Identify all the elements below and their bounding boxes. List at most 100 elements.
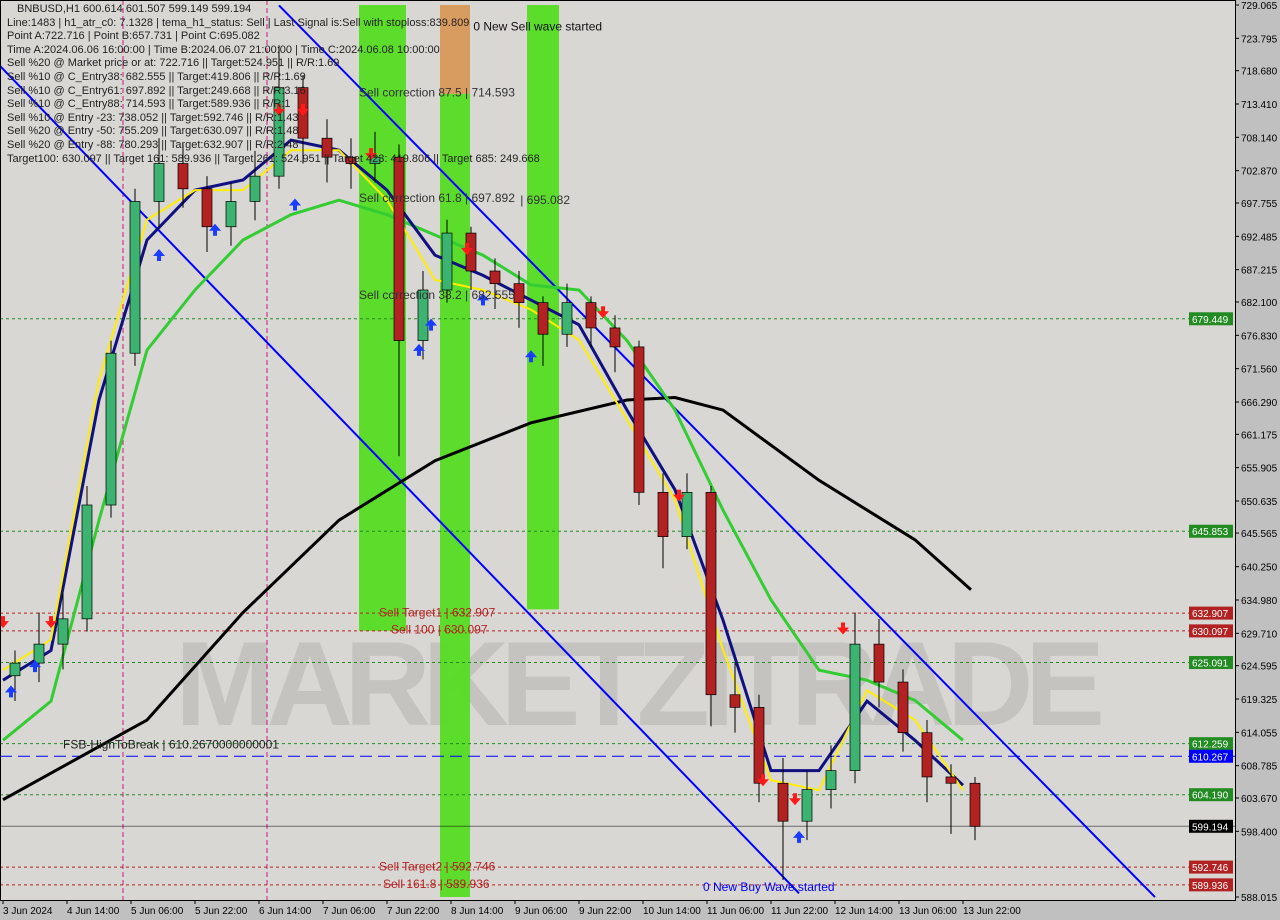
candle-body xyxy=(897,681,909,734)
price-tick-label: 634.980 xyxy=(1241,596,1278,607)
candle-body xyxy=(57,618,69,645)
chart-annotation: Sell correction 87.5 | 714.593 xyxy=(359,86,515,100)
candle-body xyxy=(921,732,933,778)
price-tick-label: 640.250 xyxy=(1241,563,1278,574)
candle-body xyxy=(729,694,741,708)
candle-body xyxy=(537,302,549,335)
plot-frame xyxy=(0,0,1236,901)
channel-trendline xyxy=(278,4,1156,898)
candle-body xyxy=(345,156,357,164)
price-tick-label: 645.565 xyxy=(1241,529,1278,540)
price-level-badge-label: 612.259 xyxy=(1192,740,1229,751)
price-tick-label: 629.710 xyxy=(1241,629,1278,640)
price-level-badge-label: 589.936 xyxy=(1192,881,1229,892)
chart-annotation: 0 New Buy Wave started xyxy=(703,880,835,894)
chart-annotation: 0 New Sell wave started xyxy=(473,20,602,34)
price-tick-label: 687.215 xyxy=(1241,266,1278,277)
info-line: Sell %20 @ Market price or at: 722.716 |… xyxy=(7,57,340,70)
price-tick-label: 598.400 xyxy=(1241,827,1278,838)
candle-body xyxy=(81,504,93,620)
price-tick-label: 692.485 xyxy=(1241,232,1278,243)
chart-annotation: Sell correction 61.8 | 697.892 xyxy=(359,191,515,205)
chart-annotation: | 695.082 xyxy=(520,193,570,207)
price-tick-label: 588.015 xyxy=(1241,893,1278,904)
candle-body xyxy=(153,163,165,202)
chart-annotation: Sell Target1 | 632.907 xyxy=(379,605,496,619)
time-tick-label: 11 Jun 06:00 xyxy=(707,906,765,917)
candle-body xyxy=(393,156,405,341)
time-tick-label: 9 Jun 22:00 xyxy=(579,906,632,917)
price-tick-label: 702.870 xyxy=(1241,167,1278,178)
buy-arrow-icon xyxy=(525,350,537,363)
candle-body xyxy=(777,782,789,822)
sell-arrow-icon xyxy=(45,616,57,629)
price-tick-label: 729.065 xyxy=(1241,1,1278,12)
price-tick-label: 614.055 xyxy=(1241,728,1278,739)
plot-background xyxy=(0,0,1235,900)
candle-body xyxy=(9,662,21,677)
buy-arrow-icon xyxy=(289,198,301,211)
info-line: Target100: 630.097 || Target 161: 589.93… xyxy=(7,152,540,165)
moving-average-ma200 xyxy=(2,395,972,802)
candle-body xyxy=(321,137,333,158)
buy-arrow-icon xyxy=(793,830,805,843)
price-level-badge xyxy=(1189,788,1233,802)
sell-arrow-icon xyxy=(273,103,285,116)
price-level-badge xyxy=(1189,624,1233,638)
candle-body xyxy=(657,492,669,537)
price-tick-label: 713.410 xyxy=(1241,100,1278,111)
candle-body xyxy=(873,643,885,683)
candle-body xyxy=(825,770,837,790)
plot-area: MARKETZITRADE Sell correction 87.5 | 714.… xyxy=(0,0,1235,900)
price-level-badge-label: 679.449 xyxy=(1192,315,1229,326)
chart-annotation: Sell correction 38.2 | 682.555 xyxy=(359,288,515,302)
time-tick-label: 13 Jun 06:00 xyxy=(899,906,957,917)
info-line: Sell %10 @ C_Entry38: 682.555 || Target:… xyxy=(7,70,306,83)
candle-body xyxy=(177,163,189,190)
info-line: Sell %20 @ Entry -50: 755.209 || Target:… xyxy=(7,125,299,138)
buy-arrow-icon xyxy=(5,685,17,698)
time-tick-label: 5 Jun 22:00 xyxy=(195,906,248,917)
candle-body xyxy=(561,302,573,335)
info-line: Sell %10 @ C_Entry61: 697.892 || Target:… xyxy=(7,84,306,97)
sell-arrow-icon xyxy=(297,103,309,116)
price-level-badge-label: 592.746 xyxy=(1192,863,1229,874)
price-tick-label: 666.290 xyxy=(1241,398,1278,409)
time-tick-label: 10 Jun 14:00 xyxy=(643,906,701,917)
sell-arrow-icon xyxy=(757,774,769,787)
chart-annotation: Sell 100 | 630.097 xyxy=(391,622,488,636)
price-tick-label: 608.785 xyxy=(1241,762,1278,773)
buy-arrow-icon xyxy=(413,343,425,356)
time-tick-label: 5 Jun 06:00 xyxy=(131,906,184,917)
sell-arrow-icon xyxy=(789,793,801,806)
price-level-badge-label: 610.267 xyxy=(1192,752,1229,763)
price-tick-label: 682.100 xyxy=(1241,298,1278,309)
chart-annotation: Sell Target2 | 592.746 xyxy=(379,860,496,874)
symbol-line: BNBUSD,H1 600.614 601.507 599.149 599.19… xyxy=(17,3,252,15)
moving-average-ma_green xyxy=(2,198,964,742)
price-level-badge-label: 599.194 xyxy=(1192,822,1229,833)
time-tick-label: 7 Jun 22:00 xyxy=(387,906,440,917)
candle-body xyxy=(105,352,117,506)
price-level-badge-label: 625.091 xyxy=(1192,659,1229,670)
price-tick-label: 650.635 xyxy=(1241,497,1278,508)
time-tick-label: 4 Jun 14:00 xyxy=(67,906,120,917)
candle-body xyxy=(417,289,429,341)
price-level-badge xyxy=(1189,737,1233,751)
info-line: Sell %20 @ Entry -88: 780.293 || Target:… xyxy=(7,138,299,151)
time-tick-label: 7 Jun 06:00 xyxy=(323,906,376,917)
price-level-badge xyxy=(1189,878,1233,892)
candle-body xyxy=(681,492,693,537)
moving-average-ma_yellow xyxy=(2,149,964,792)
candle-body xyxy=(633,346,645,493)
price-tick-label: 671.560 xyxy=(1241,365,1278,376)
time-tick-label: 6 Jun 14:00 xyxy=(259,906,312,917)
time-tick-label: 13 Jun 22:00 xyxy=(963,906,1021,917)
moving-average-ma_navy xyxy=(2,138,965,787)
signal-zone-band xyxy=(440,93,470,898)
signal-zone-band xyxy=(440,5,470,94)
time-tick-label: 12 Jun 14:00 xyxy=(835,906,893,917)
sell-arrow-icon xyxy=(461,243,473,256)
